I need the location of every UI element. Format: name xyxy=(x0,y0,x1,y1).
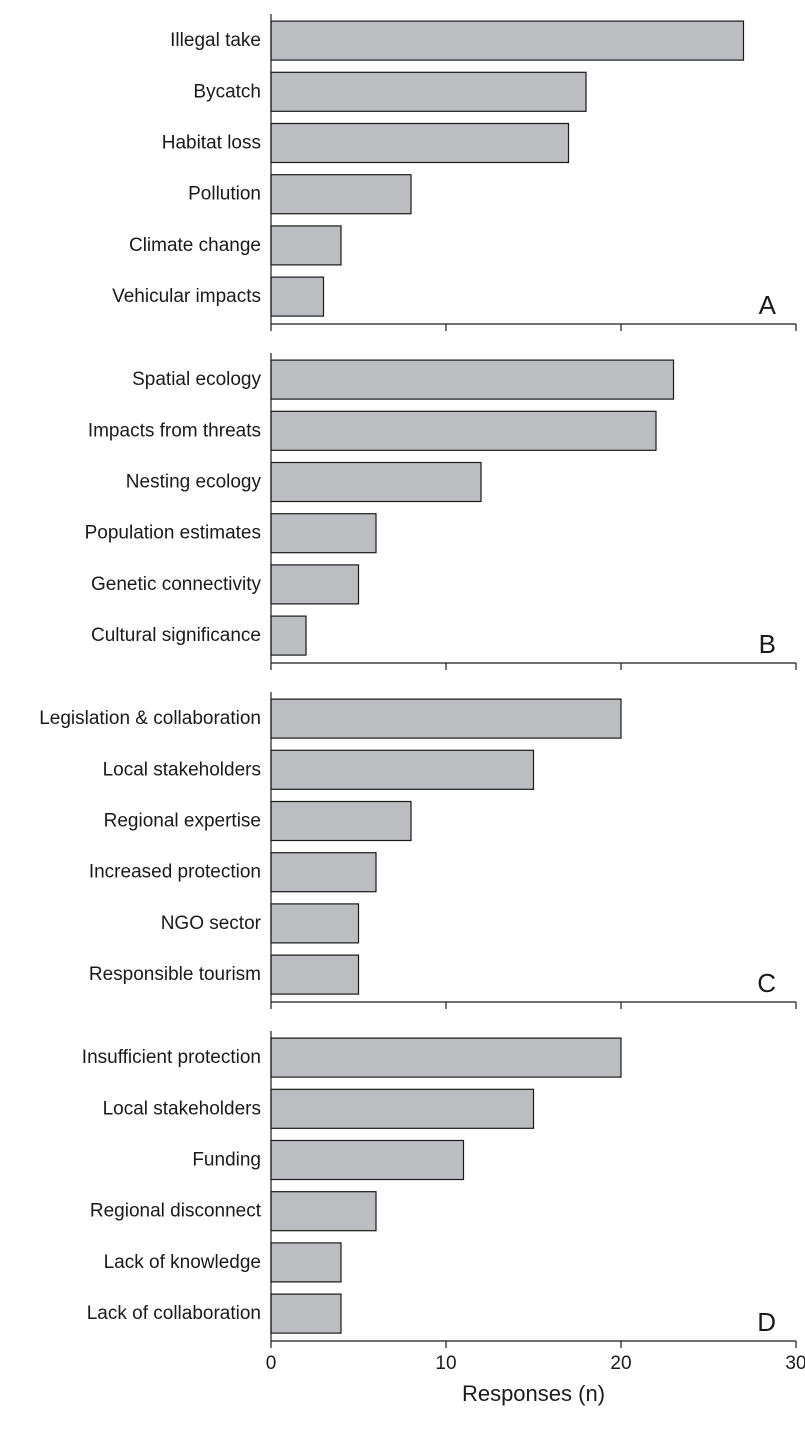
bar-panel-a-4 xyxy=(270,225,342,266)
category-label-panel-c-3: Increased protection xyxy=(89,862,261,883)
bar-panel-b-1 xyxy=(270,410,657,451)
category-label-panel-d-1: Local stakeholders xyxy=(103,1098,261,1119)
category-label-panel-b-0: Spatial ecology xyxy=(132,369,261,390)
bar-panel-c-2 xyxy=(270,800,412,842)
bar-panel-c-5 xyxy=(270,954,360,995)
category-label-panel-c-5: Responsible tourism xyxy=(89,964,261,985)
category-label-panel-b-1: Impacts from threats xyxy=(88,420,261,441)
bar-panel-a-1 xyxy=(270,71,587,112)
category-label-panel-d-2: Funding xyxy=(192,1150,261,1171)
bar-panel-d-0 xyxy=(270,1037,622,1078)
bar-panel-d-1 xyxy=(270,1088,535,1129)
category-label-panel-a-4: Climate change xyxy=(129,235,261,256)
bar-panel-a-3 xyxy=(270,174,412,215)
x-tick-label-1: 10 xyxy=(435,1353,456,1374)
category-label-panel-c-0: Legislation & collaboration xyxy=(39,708,261,729)
x-tick-label-3: 30 xyxy=(785,1353,805,1374)
category-label-panel-a-1: Bycatch xyxy=(193,81,261,102)
bar-panel-b-0 xyxy=(270,359,675,400)
category-label-panel-c-1: Local stakeholders xyxy=(103,759,261,780)
x-axis-title: Responses (n) xyxy=(462,1381,605,1406)
bar-panel-d-3 xyxy=(270,1191,377,1232)
category-label-panel-d-3: Regional disconnect xyxy=(90,1201,262,1222)
panel-label-b: B xyxy=(759,629,776,659)
panel-label-d: D xyxy=(757,1307,776,1337)
panel-label-c: C xyxy=(757,968,776,998)
category-label-panel-b-4: Genetic connectivity xyxy=(91,574,262,595)
bar-panel-d-5 xyxy=(270,1293,342,1334)
category-label-panel-b-2: Nesting ecology xyxy=(126,472,262,493)
category-label-panel-a-2: Habitat loss xyxy=(162,133,261,154)
category-label-panel-a-5: Vehicular impacts xyxy=(112,286,261,307)
category-label-panel-c-4: NGO sector xyxy=(161,913,262,934)
bar-panel-b-2 xyxy=(270,461,482,503)
category-label-panel-d-4: Lack of knowledge xyxy=(104,1252,261,1273)
category-label-panel-b-3: Population estimates xyxy=(85,523,261,544)
bar-panel-b-5 xyxy=(270,615,307,656)
category-label-panel-c-2: Regional expertise xyxy=(104,811,261,832)
bar-panel-a-0 xyxy=(270,20,745,61)
category-label-panel-d-0: Insufficient protection xyxy=(82,1047,261,1068)
x-tick-label-2: 20 xyxy=(610,1353,631,1374)
bar-panel-d-2 xyxy=(270,1139,465,1181)
panel-label-a: A xyxy=(759,290,777,320)
category-label-panel-b-5: Cultural significance xyxy=(91,625,261,646)
x-tick-label-0: 0 xyxy=(266,1353,277,1374)
bar-panel-b-3 xyxy=(270,513,377,554)
bar-panel-a-2 xyxy=(270,122,570,164)
bar-panel-d-4 xyxy=(270,1242,342,1283)
bar-panel-c-4 xyxy=(270,903,360,944)
category-label-panel-d-5: Lack of collaboration xyxy=(87,1303,261,1324)
bar-panel-c-3 xyxy=(270,852,377,893)
category-label-panel-a-3: Pollution xyxy=(188,184,261,205)
bar-panel-b-4 xyxy=(270,564,360,605)
bar-panel-c-1 xyxy=(270,749,535,790)
bar-panel-a-5 xyxy=(270,276,325,317)
category-label-panel-a-0: Illegal take xyxy=(170,30,261,51)
bar-panel-c-0 xyxy=(270,698,622,739)
